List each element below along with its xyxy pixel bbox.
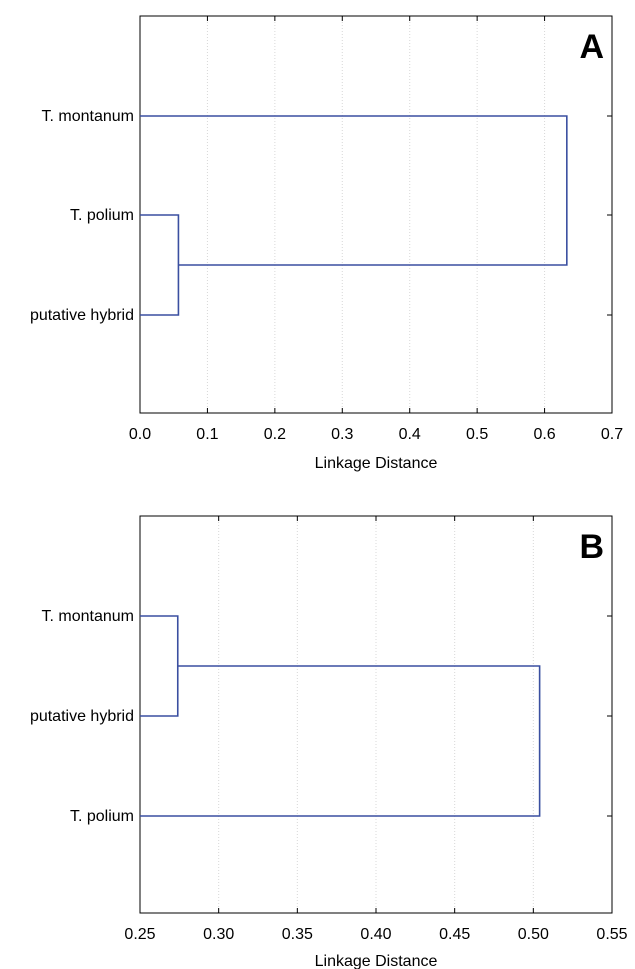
dendrogram-link [140,615,179,717]
leaf-label: T. polium [70,207,134,224]
dendrogram-panel-b: 0.25 0.30 0.35 0.40 0.45 0.50 0.55 T. montanum p… [30,515,628,969]
leaf-label: T. montanum [42,108,134,125]
dendrogram-link [140,214,180,316]
x-tick-label: 0.50 [518,926,549,943]
panel-letter: A [579,28,604,66]
leaf-label: putative hybrid [30,708,134,725]
x-tick-label: 0.40 [360,926,391,943]
dendrogram-link [140,665,541,817]
x-tick-label: 0.25 [124,926,155,943]
x-axis-title: Linkage Distance [315,953,438,969]
x-tick-label: 0.0 [129,426,151,443]
x-tick-label: 0.4 [399,426,421,443]
leaf-label: T. polium [70,808,134,825]
plot-frame [139,15,613,414]
x-tick-label: 0.30 [203,926,234,943]
x-tick-label: 0.6 [533,426,555,443]
x-tick-label: 0.45 [439,926,470,943]
x-tick-label: 0.5 [466,426,488,443]
x-tick-label: 0.2 [264,426,286,443]
x-tick-label: 0.1 [196,426,218,443]
x-axis-title: Linkage Distance [315,455,438,472]
dendrogram-panel-a: 0.0 0.1 0.2 0.3 0.4 0.5 0.6 0.7 T. montanum T. po… [30,15,623,472]
x-tick-label: 0.3 [331,426,353,443]
x-tick-label: 0.55 [596,926,627,943]
leaf-label: T. montanum [42,608,134,625]
dendrogram-link [140,115,568,266]
panel-letter: B [579,528,604,566]
x-tick-label: 0.7 [601,426,623,443]
leaf-label: putative hybrid [30,307,134,324]
x-tick-label: 0.35 [282,926,313,943]
